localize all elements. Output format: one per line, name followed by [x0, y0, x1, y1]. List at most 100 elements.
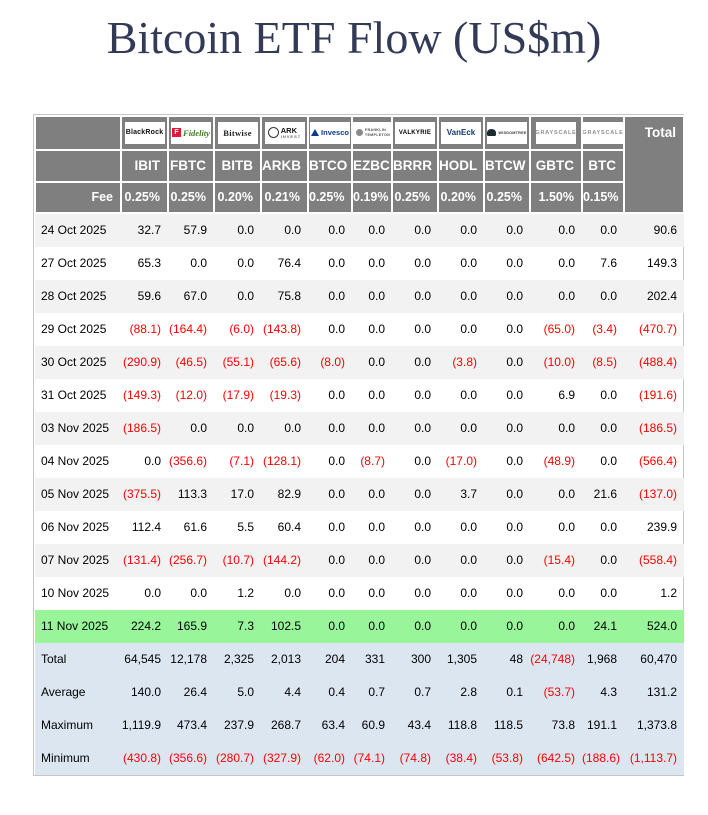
row-total-cell: (470.7)	[638, 322, 677, 337]
value-cell: 0.0	[530, 477, 582, 511]
wisdomtree-tree-icon	[487, 129, 497, 137]
date-cell: 11 Nov 2025	[35, 609, 121, 643]
summary-value-cell: (38.4)	[438, 741, 484, 775]
value-cell: 0.0	[261, 411, 308, 445]
value-cell: 0.0	[414, 586, 431, 601]
corner-cell	[34, 148, 122, 183]
invesco-mark-icon	[311, 129, 320, 137]
row-total-cell: 202.4	[624, 279, 684, 313]
provider-logo-cell: VALKYRIE	[391, 114, 439, 151]
date-cell: 27 Oct 2025	[41, 256, 107, 271]
value-cell: (15.4)	[530, 543, 582, 577]
value-cell: (375.5)	[121, 477, 168, 511]
value-cell: 0.0	[600, 520, 617, 535]
value-cell: 224.2	[121, 609, 168, 643]
value-cell: (7.1)	[229, 454, 254, 469]
fee-row-label: Fee	[34, 180, 122, 214]
summary-value-cell: 48	[484, 642, 530, 676]
value-cell: 0.0	[352, 609, 392, 643]
ticker-cell: ARKB	[260, 148, 309, 183]
value-cell: 0.0	[582, 279, 624, 313]
date-cell: 28 Oct 2025	[35, 279, 121, 313]
summary-value-cell: (53.7)	[530, 675, 582, 709]
summary-value-cell: 26.4	[168, 675, 214, 709]
summary-value-cell: 140.0	[121, 675, 168, 709]
date-cell: 07 Nov 2025	[35, 543, 121, 577]
value-cell: 0.0	[308, 609, 352, 643]
provider-logo-cell: GRAYSCALE	[529, 114, 583, 151]
summary-value-cell: (327.9)	[261, 741, 308, 775]
fee-cell: 0.19%	[351, 180, 393, 214]
value-cell: 67.0	[168, 279, 214, 313]
value-cell: 0.0	[506, 520, 523, 535]
summary-value-cell: (280.7)	[214, 741, 261, 775]
summary-value-cell: 118.5	[484, 708, 530, 742]
fee-cell: 1.50%	[529, 180, 583, 214]
row-total-cell: 90.6	[624, 212, 684, 247]
value-cell: 0.0	[352, 212, 392, 247]
flow-row: 28 Oct 2025 59.6 67.0 0.0 75.8 0.0 0.0 0.0 0.0 0.…	[35, 279, 684, 313]
date-cell: 24 Oct 2025	[35, 212, 121, 247]
value-cell: (19.3)	[269, 388, 301, 403]
summary-value-cell: (24,748)	[530, 642, 582, 676]
value-cell: 0.0	[438, 609, 484, 643]
value-cell: (8.5)	[582, 345, 624, 379]
value-cell: 0.0	[460, 388, 477, 403]
row-total-cell: (488.4)	[624, 345, 684, 379]
value-cell: 0.0	[484, 477, 530, 511]
grayscale-wordmark: GRAYSCALE	[536, 129, 576, 136]
value-cell: 0.0	[484, 345, 530, 379]
fee-cell: 0.25%	[307, 180, 353, 214]
value-cell: 0.0	[530, 212, 582, 247]
value-cell: 0.0	[558, 256, 575, 271]
value-cell: 0.0	[438, 543, 484, 577]
row-total-cell: 1.2	[660, 586, 677, 601]
value-cell: 32.7	[121, 212, 168, 247]
summary-value-cell: (356.6)	[168, 741, 214, 775]
value-cell: (186.5)	[121, 411, 168, 445]
value-cell: 0.0	[144, 586, 161, 601]
provider-logo-cell: GRAYSCALE	[581, 114, 625, 151]
value-cell: 0.0	[352, 279, 392, 313]
summary-value-cell: (430.8)	[121, 741, 168, 775]
summary-value-cell: 1,305	[438, 642, 484, 676]
grayscale-wordmark: GRAYSCALE	[583, 129, 623, 136]
summary-value-cell: 1,968	[582, 642, 624, 676]
value-cell: 0.0	[582, 411, 624, 445]
value-cell: 61.6	[183, 520, 207, 535]
flow-row: 11 Nov 2025 224.2 165.9 7.3 102.5 0.0 0.0 0.0 0.…	[35, 609, 684, 643]
value-cell: 0.0	[438, 279, 484, 313]
fee-cell: 0.20%	[437, 180, 485, 214]
value-cell: 0.0	[530, 609, 582, 643]
value-cell: 0.0	[368, 586, 385, 601]
franklin-name: FRANKLIN	[364, 128, 386, 133]
summary-value-cell: (74.8)	[392, 741, 438, 775]
value-cell: 0.0	[582, 543, 624, 577]
value-cell: 0.0	[190, 586, 207, 601]
date-cell: 29 Oct 2025	[41, 322, 107, 337]
value-cell: 113.3	[168, 477, 214, 511]
value-cell: (55.1)	[214, 345, 261, 379]
summary-value-cell: (53.8)	[484, 741, 530, 775]
ticker-cell: BITB	[213, 148, 262, 183]
flow-row: 05 Nov 2025 (375.5) 113.3 17.0 82.9 0.0 0.0 0.0…	[35, 477, 684, 511]
value-cell: 0.0	[328, 256, 345, 271]
summary-total-cell: 60,470	[624, 642, 684, 676]
value-cell: (10.7)	[214, 543, 261, 577]
summary-row: Maximum 1,119.9 473.4 237.9 268.7 63.4 60.9 43.…	[35, 708, 684, 742]
row-total-cell: 239.9	[646, 520, 677, 535]
value-cell: 0.0	[392, 477, 438, 511]
value-cell: 0.0	[600, 586, 617, 601]
value-cell: 0.0	[328, 586, 345, 601]
value-cell: (65.6)	[261, 345, 308, 379]
provider-logo-cell: BlackRock	[120, 114, 169, 151]
summary-label-cell: Maximum	[35, 708, 121, 742]
fee-row: Fee 0.25% 0.25% 0.20% 0.21% 0.25% 0.19% 0.25% 0.…	[34, 180, 684, 214]
summary-total-cell: (1,113.7)	[624, 741, 684, 775]
value-cell: 0.0	[308, 411, 352, 445]
provider-logo-cell: ARK INVEST	[260, 114, 309, 151]
flow-row: 29 Oct 2025 (88.1) (164.4) (6.0) (143.8) 0.0 0…	[35, 313, 684, 346]
value-cell: 7.6	[600, 256, 617, 271]
fidelity-f-icon: F	[172, 128, 182, 138]
value-cell: 0.0	[484, 411, 530, 445]
